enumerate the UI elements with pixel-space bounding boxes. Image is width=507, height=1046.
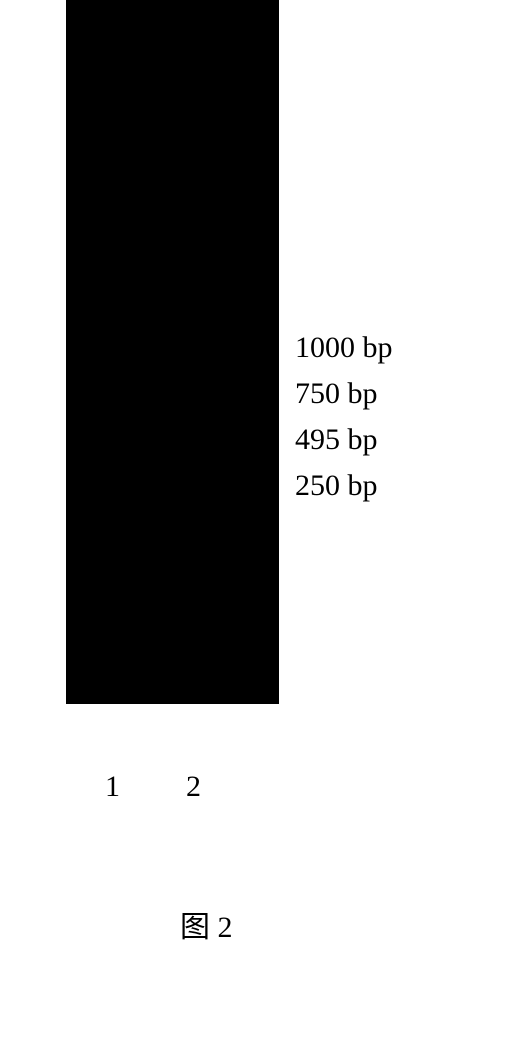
lane-number-labels: 1 2	[105, 770, 201, 804]
ladder-size-labels: 1000 bp 750 bp 495 bp 250 bp	[295, 325, 393, 509]
figure-caption: 图 2	[180, 902, 233, 946]
lane-label-1: 1	[105, 770, 120, 804]
ladder-label-750bp: 750 bp	[295, 371, 393, 417]
lane-label-2: 2	[186, 770, 201, 804]
ladder-label-495bp: 495 bp	[295, 417, 393, 463]
ladder-label-1000bp: 1000 bp	[295, 325, 393, 371]
gel-electrophoresis-image	[66, 0, 279, 704]
ladder-label-250bp: 250 bp	[295, 463, 393, 509]
